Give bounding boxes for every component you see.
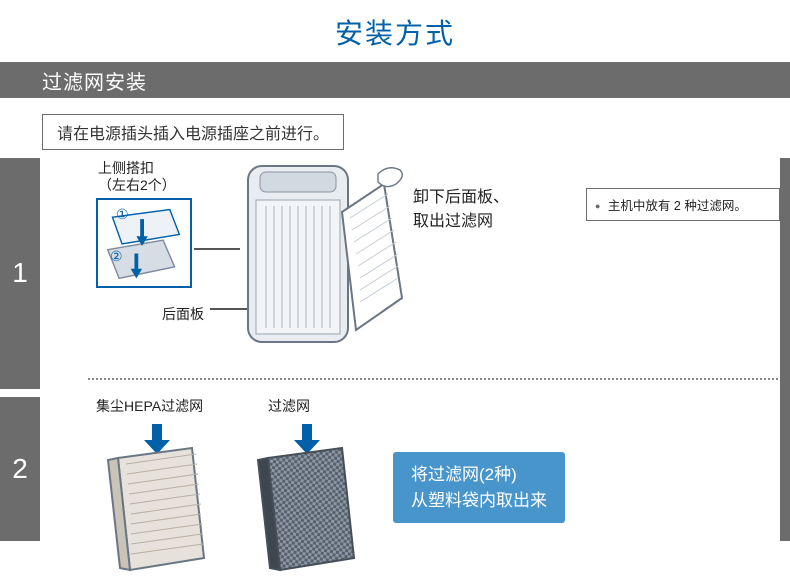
- mesh-filter-figure: [254, 424, 364, 576]
- step-1-panel: 上侧搭扣 （左右2个） ① ② 后面板: [88, 158, 790, 378]
- buckle-circle-2: ②: [110, 248, 123, 265]
- leader-line-1: [194, 248, 240, 250]
- precondition-notice: 请在电源插头插入电源插座之前进行。: [42, 114, 344, 150]
- right-grey-side-bar: [780, 158, 790, 541]
- buckle-label-line1: 上侧搭扣: [98, 160, 154, 176]
- page-title: 安装方式: [0, 0, 790, 62]
- step-number-column: 1 2: [0, 158, 40, 541]
- step1-text-line2: 取出过滤网: [413, 213, 493, 230]
- section-title-label: 过滤网安装: [0, 66, 165, 95]
- step-number-2: 2: [0, 397, 40, 541]
- step2-callout: 将过滤网(2种) 从塑料袋内取出来: [393, 452, 565, 523]
- hepa-filter-label: 集尘HEPA过滤网: [96, 396, 203, 416]
- filter-label: 过滤网: [268, 396, 310, 416]
- buckle-label: 上侧搭扣 （左右2个）: [98, 160, 176, 194]
- step2-callout-line1: 将过滤网(2种): [411, 465, 517, 484]
- step2-callout-line2: 从塑料袋内取出来: [411, 491, 547, 510]
- buckle-detail-figure: ① ②: [96, 198, 192, 288]
- step-gap: [0, 389, 40, 397]
- step-2-panel: 集尘HEPA过滤网 过滤网: [88, 378, 790, 541]
- air-purifier-figure: [238, 154, 408, 352]
- step1-instruction-text: 卸下后面板、 取出过滤网: [413, 186, 509, 234]
- buckle-circle-1: ①: [116, 206, 129, 223]
- note-text: 主机中放有 2 种过滤网。: [608, 199, 747, 213]
- step1-text-line1: 卸下后面板、: [413, 189, 509, 206]
- buckle-label-line2: （左右2个）: [98, 177, 176, 193]
- section-title-bar: 过滤网安装: [0, 62, 790, 98]
- steps-body: 上侧搭扣 （左右2个） ① ② 后面板: [40, 158, 790, 541]
- note-box: 主机中放有 2 种过滤网。: [586, 188, 780, 221]
- back-panel-label: 后面板: [162, 304, 204, 324]
- hepa-filter-figure: [104, 424, 214, 576]
- steps-container: 1 2 上侧搭扣 （左右2个） ①: [0, 158, 790, 541]
- step-number-1: 1: [0, 158, 40, 389]
